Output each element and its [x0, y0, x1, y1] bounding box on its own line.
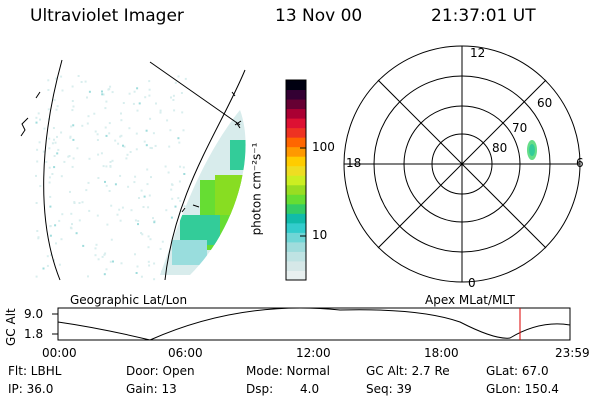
timeline-xtick-12: 12:00: [296, 346, 331, 360]
colorbar-swatch: [286, 137, 306, 148]
colorbar-swatch: [286, 203, 306, 214]
gc-alt-status: GC Alt: 2.7 Re: [366, 364, 450, 378]
colorbar-swatch: [286, 127, 306, 138]
colorbar-swatch: [286, 251, 306, 262]
map-left-boundary: [43, 59, 63, 281]
apex-caption: Apex MLat/MLT: [425, 293, 515, 307]
colorbar-swatch: [286, 118, 306, 129]
mlt-label-12: 12: [470, 46, 486, 60]
colorbar-gradient: [286, 80, 306, 281]
colorbar-swatch: [286, 80, 306, 91]
colorbar-swatch: [286, 241, 306, 252]
lat-label-60: 60: [537, 96, 553, 110]
dsp-label: Dsp:: [246, 382, 274, 396]
timeline-ytick-label-1.8: 1.8: [24, 327, 44, 341]
colorbar-swatch: [286, 184, 306, 195]
colorbar-swatch: [286, 99, 306, 110]
mlt-label-18: 18: [346, 156, 362, 170]
colorbar-swatch: [286, 175, 306, 186]
lat-label-80: 80: [492, 141, 508, 155]
altitude-curve: [57, 307, 571, 341]
date-label: 13 Nov 00: [275, 6, 363, 26]
colorbar-swatch: [286, 222, 306, 233]
terminator-line: [164, 69, 246, 281]
colorbar-swatch: [286, 260, 306, 271]
geographic-caption: Geographic Lat/Lon: [70, 293, 188, 307]
mlt-label-0: 0: [468, 276, 476, 290]
timeline-ylabel: GC Alt: [4, 308, 18, 346]
colorbar-frame: [285, 79, 307, 281]
colorbar-swatch: [286, 108, 306, 119]
colorbar-swatch: [286, 146, 306, 157]
gain-status: Gain: 13: [126, 382, 177, 396]
colorbar-swatch: [286, 270, 306, 281]
timeline-xtick-2359: 23:59: [555, 346, 590, 360]
instrument-title: Ultraviolet Imager: [30, 6, 184, 26]
meridian-line: [149, 61, 241, 126]
colorbar-swatch: [286, 194, 306, 205]
image-speckles: [35, 75, 187, 281]
dsp-value: 4.0: [300, 382, 320, 396]
timeline-ytick-label-9: 9.0: [24, 307, 44, 321]
timeline-xtick-06: 06:00: [168, 346, 203, 360]
seq-status: Seq: 39: [366, 382, 412, 396]
colorbar-swatch: [286, 213, 306, 224]
colorbar-swatch: [286, 232, 306, 243]
mlt-label-6: 6: [576, 156, 584, 170]
colorbar-tick-label-10: 10: [312, 228, 328, 242]
timeline-xtick-18: 18:00: [424, 346, 459, 360]
filter-status: Flt: LBHL: [8, 364, 62, 378]
colorbar-swatch: [286, 165, 306, 176]
colorbar-tick-label-100: 100: [312, 140, 335, 154]
polar-diagonal-2: [377, 79, 547, 249]
timeline-xtick-00: 00:00: [42, 346, 77, 360]
lat-label-70: 70: [512, 121, 528, 135]
glat-status: GLat: 67.0: [486, 364, 549, 378]
glon-status: GLon: 150.4: [486, 382, 559, 396]
colorbar-swatch: [286, 89, 306, 100]
colorbar-swatch: [286, 156, 306, 167]
door-status: Door: Open: [126, 364, 195, 378]
ip-status: IP: 36.0: [8, 382, 54, 396]
time-label: 21:37:01 UT: [431, 6, 536, 26]
timeline-frame: [57, 307, 571, 341]
mode-status: Mode: Normal: [246, 364, 330, 378]
polar-emission-spot: [527, 140, 537, 160]
coastline-fragments: [20, 91, 242, 213]
